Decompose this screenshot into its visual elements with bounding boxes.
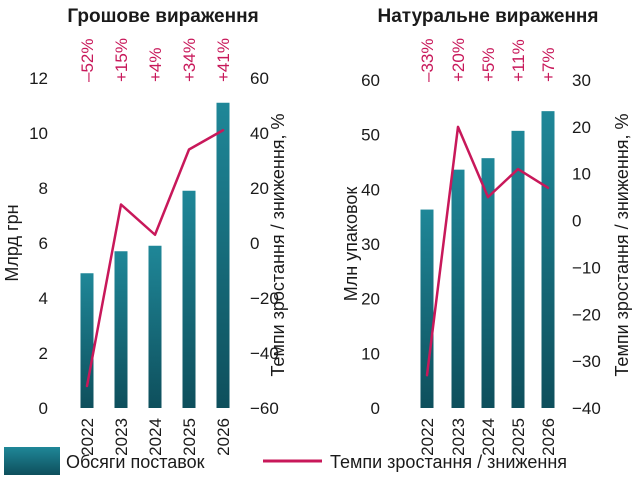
chart-title: Грошове вираження bbox=[67, 6, 258, 27]
y2-tick-label: −10 bbox=[572, 258, 601, 277]
y2-tick-label: −20 bbox=[250, 289, 279, 308]
y-tick-label: 0 bbox=[39, 399, 48, 418]
growth-label: –33% bbox=[418, 39, 437, 82]
y2-tick-label: 10 bbox=[572, 165, 591, 184]
legend: Обсяги поставок Темпи зростання / знижен… bbox=[4, 447, 567, 475]
bar bbox=[511, 130, 525, 408]
y-axis-label: Млн упаковок bbox=[341, 187, 361, 302]
y2-tick-label: 0 bbox=[250, 234, 259, 253]
y-tick-label: 12 bbox=[29, 69, 48, 88]
growth-label: +20% bbox=[449, 38, 468, 82]
y-tick-label: 20 bbox=[361, 290, 380, 309]
x-tick-label: 2024 bbox=[146, 418, 165, 456]
growth-line bbox=[85, 129, 225, 388]
x-tick-label: 2026 bbox=[539, 418, 558, 456]
y2-tick-label: −20 bbox=[572, 305, 601, 324]
y2-axis-label: Темпи зростання / зниження, % bbox=[612, 113, 632, 376]
y-tick-label: 10 bbox=[361, 344, 380, 363]
y-tick-label: 10 bbox=[29, 124, 48, 143]
y2-tick-label: 30 bbox=[572, 71, 591, 90]
y-tick-label: 2 bbox=[39, 344, 48, 363]
growth-label: +41% bbox=[214, 38, 233, 82]
growth-label: +11% bbox=[509, 39, 528, 82]
bar bbox=[216, 102, 230, 408]
growth-label: +4% bbox=[146, 48, 165, 83]
y2-tick-label: 40 bbox=[250, 124, 269, 143]
y-tick-label: 0 bbox=[371, 399, 380, 418]
x-tick-label: 2023 bbox=[449, 418, 468, 456]
y-tick-label: 30 bbox=[361, 235, 380, 254]
growth-label: +34% bbox=[180, 38, 199, 82]
y2-tick-label: −60 bbox=[250, 399, 279, 418]
y-tick-label: 40 bbox=[361, 180, 380, 199]
bar bbox=[420, 209, 434, 408]
y2-tick-label: −40 bbox=[572, 399, 601, 418]
y2-tick-label: 60 bbox=[250, 69, 269, 88]
growth-label: +15% bbox=[112, 38, 131, 82]
bar bbox=[80, 273, 94, 408]
x-tick-label: 2025 bbox=[509, 418, 528, 456]
y-tick-label: 50 bbox=[361, 126, 380, 145]
legend-line-label: Темпи зростання / зниження bbox=[330, 452, 567, 472]
chart-title: Натуральне вираження bbox=[378, 6, 599, 27]
bar bbox=[481, 158, 495, 408]
y2-tick-label: −40 bbox=[250, 344, 279, 363]
y2-axis-label: Темпи зростання / зниження, % bbox=[268, 113, 288, 376]
x-tick-label: 2023 bbox=[112, 418, 131, 456]
bar bbox=[451, 169, 465, 408]
bar bbox=[148, 245, 162, 408]
growth-label: +5% bbox=[479, 48, 498, 83]
x-tick-label: 2024 bbox=[479, 418, 498, 456]
bar bbox=[114, 251, 128, 408]
legend-bar-swatch bbox=[4, 447, 60, 475]
x-tick-label: 2022 bbox=[418, 418, 437, 456]
bar bbox=[541, 111, 555, 408]
growth-label: +7% bbox=[539, 48, 558, 83]
bar bbox=[182, 190, 196, 408]
y-axis-label: Млрд грн bbox=[2, 204, 22, 281]
y2-tick-label: 20 bbox=[572, 118, 591, 137]
chart-units: Натуральне вираження 0 10 20 30 40 50 60 −40 −30 −… bbox=[341, 6, 632, 456]
legend-bar-label: Обсяги поставок bbox=[66, 452, 205, 472]
y-tick-label: 8 bbox=[39, 179, 48, 198]
x-tick-label: 2022 bbox=[78, 418, 97, 456]
y2-tick-label: 20 bbox=[250, 179, 269, 198]
y-tick-label: 4 bbox=[39, 289, 48, 308]
y-tick-label: 60 bbox=[361, 71, 380, 90]
y2-tick-label: 0 bbox=[572, 212, 581, 231]
chart-money: Грошове вираження 0 2 4 6 8 10 12 −60 −40 −20 0 20 40… bbox=[2, 6, 288, 456]
y2-tick-label: −30 bbox=[572, 352, 601, 371]
x-tick-label: 2025 bbox=[180, 418, 199, 456]
growth-label: –52% bbox=[78, 39, 97, 82]
x-tick-label: 2026 bbox=[214, 418, 233, 456]
y-tick-label: 6 bbox=[39, 234, 48, 253]
growth-line bbox=[425, 125, 550, 377]
